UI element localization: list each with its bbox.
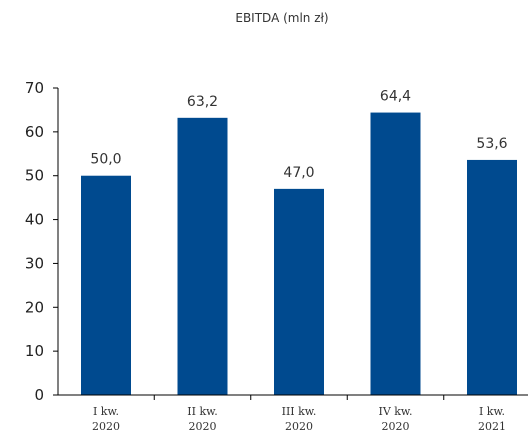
bars	[81, 112, 517, 395]
bar	[81, 175, 131, 395]
y-tick-label: 0	[34, 386, 44, 404]
y-tick-label: 20	[25, 298, 44, 316]
chart-title: EBITDA (mln zł)	[235, 11, 328, 25]
bar	[177, 117, 228, 395]
data-label: 63,2	[187, 94, 218, 110]
x-tick-label: II kw. 2020	[187, 405, 217, 433]
y-tick-label: 10	[25, 342, 44, 360]
x-axis: I kw. 2020 II kw. 2020 III kw. 2020 IV kw. 2020…	[58, 394, 528, 433]
y-axis: 0 10 20 30 40 50 60 70	[25, 79, 59, 404]
bar	[370, 112, 421, 395]
y-tick-label: 70	[25, 79, 44, 97]
bar	[467, 159, 517, 395]
data-label: 47,0	[283, 165, 314, 181]
y-tick-label: 50	[25, 167, 44, 185]
y-tick-label: 30	[25, 254, 44, 272]
bar	[274, 188, 324, 395]
x-tick-label: I kw. 2021	[478, 405, 506, 433]
data-label: 64,4	[380, 89, 411, 105]
x-tick-label: III kw. 2020	[282, 405, 317, 433]
y-tick-label: 60	[25, 123, 44, 141]
data-label: 50,0	[90, 152, 121, 168]
data-label: 53,6	[476, 136, 507, 152]
y-tick-label: 40	[25, 211, 44, 229]
x-tick-label: IV kw. 2020	[378, 405, 412, 433]
x-tick-label: I kw. 2020	[92, 405, 120, 433]
data-labels: 50,0 63,2 47,0 64,4 53,6	[90, 89, 507, 181]
